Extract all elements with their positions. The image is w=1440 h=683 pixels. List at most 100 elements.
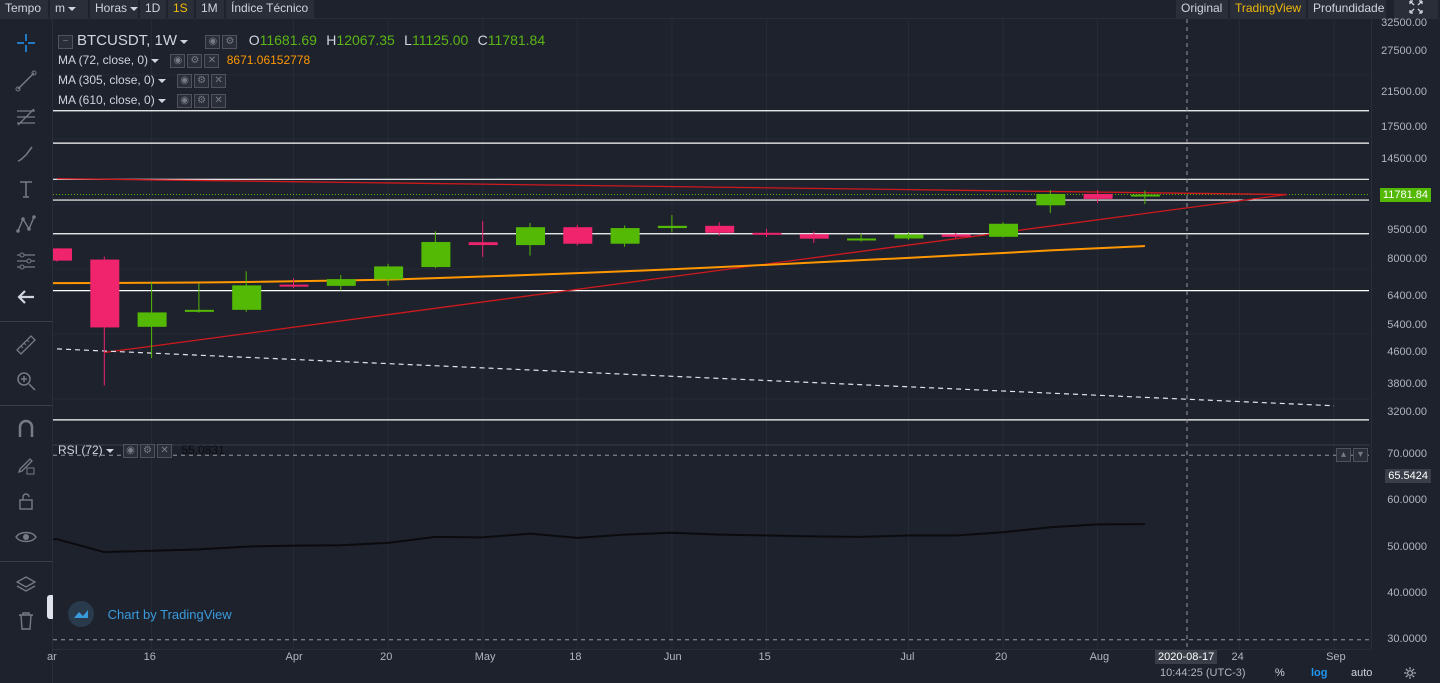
settings-icon[interactable]: ⚙ [194,73,210,88]
rsi-line [53,523,1145,554]
chevron-down-icon[interactable] [157,98,166,103]
chevron-down-icon[interactable] [157,78,166,83]
price-tick-label: 17500.00 [1381,121,1427,134]
topbar-item-2[interactable]: Horas [90,0,139,18]
topbar-view-label: TradingView [1235,1,1302,15]
pattern-icon[interactable] [14,213,38,237]
price-tick-label: 4600.00 [1387,345,1427,358]
eye-icon[interactable]: ◉ [205,34,221,49]
price-tick-label: 3800.00 [1387,377,1427,390]
toolbar-separator [0,321,52,322]
time-axis[interactable]: ar 16 Apr 20 May 18 Jun 15 Jul 20 Aug 24 Sep 2020-08-… [47,649,1370,667]
price-tick-label: 27500.00 [1381,45,1427,58]
topbar-item-label: Índice Técnico [231,1,309,15]
candle-body [563,227,593,244]
ruler-icon[interactable] [14,333,38,357]
settings-icon[interactable]: ⚙ [222,34,238,49]
tradingview-watermark[interactable]: Chart by TradingView [68,601,232,627]
resistance-trendline [56,177,1287,196]
ma72-label[interactable]: MA (72, close, 0) [58,53,149,67]
candle-body [516,227,545,246]
ma305-label[interactable]: MA (305, close, 0) [58,73,155,87]
magnet-icon[interactable] [14,417,38,441]
settings-icon[interactable]: ⚙ [187,53,203,68]
candle-body [374,266,404,280]
close-icon[interactable]: ✕ [211,93,227,108]
open-label: O [248,32,260,48]
back-arrow-icon[interactable] [14,285,38,309]
ma610-legend: MA (610, close, 0) ◉ ⚙ ✕ [58,93,227,108]
fib-retracement-icon[interactable] [14,105,38,129]
candle-body [894,234,924,239]
rsi-tick-label: 30.0000 [1387,632,1427,645]
settings-icon[interactable]: ⚙ [194,93,210,108]
candle-body [90,259,120,328]
chevron-down-icon[interactable] [130,6,139,11]
topbar-view-0[interactable]: Original [1176,0,1228,18]
minimize-pane-icon[interactable]: ▾ [1353,447,1368,462]
settings-icon[interactable]: ⚙ [140,443,156,458]
eye-icon[interactable]: ◉ [123,443,139,458]
time-tick-label: 20 [995,651,1008,663]
high-label: H [326,32,337,48]
topbar-view-2[interactable]: Profundidade [1308,0,1386,18]
chevron-down-icon[interactable] [151,58,160,63]
eye-icon[interactable]: ◉ [177,93,193,108]
symbol-title[interactable]: BTCUSDT, 1W [77,32,178,49]
topbar-item-6[interactable]: Índice Técnico [226,0,314,18]
text-icon[interactable] [14,177,38,201]
price-tick-label: 9500.00 [1387,223,1427,236]
trash-icon[interactable] [14,609,38,633]
drawing-toolbar [0,19,55,683]
stay-in-drawing-mode-icon[interactable] [14,453,38,477]
ma72-value: 8671.06152778 [226,53,311,67]
topbar-item-5[interactable]: 1M [196,0,224,18]
topbar-view-1[interactable]: TradingView [1230,0,1306,18]
candle-body [989,223,1018,237]
maximize-pane-icon[interactable]: ▴ [1336,447,1351,462]
eye-icon[interactable]: ◉ [170,53,186,68]
high-value: 12067.35 [336,32,395,48]
toolbar-collapse-handle[interactable] [47,595,55,619]
topbar-item-1[interactable]: m [50,0,88,18]
time-tick-label: 18 [569,651,582,663]
topbar-item-3[interactable]: 1D [140,0,166,18]
chevron-down-icon[interactable] [105,448,114,453]
chevron-down-icon[interactable] [68,6,76,11]
topbar-item-label: 1S [173,1,188,15]
chart-area[interactable] [53,19,1370,649]
topbar-item-4[interactable]: 1S [168,0,194,18]
brush-icon[interactable] [14,141,38,165]
time-tick-label: 15 [758,651,771,663]
zoom-in-icon[interactable] [14,369,38,393]
prediction-icon[interactable] [14,249,38,273]
rsi-legend: RSI (72) ◉ ⚙ ✕ 55.0831 [58,443,225,458]
fullscreen-icon[interactable] [1394,0,1438,18]
eye-icon[interactable]: ◉ [177,73,193,88]
close-icon[interactable]: ✕ [157,443,173,458]
crosshair-icon[interactable] [14,31,38,55]
layers-icon[interactable] [14,573,38,597]
lock-icon[interactable] [14,489,38,513]
collapse-icon[interactable]: − [58,34,73,49]
trend-line-icon[interactable] [14,69,38,93]
candle-body [752,232,782,235]
close-icon[interactable]: ✕ [204,53,220,68]
chevron-down-icon[interactable] [180,39,189,44]
log-toggle[interactable]: log [1311,667,1328,679]
close-icon[interactable]: ✕ [211,73,227,88]
rsi-label[interactable]: RSI (72) [58,443,103,457]
settings-icon[interactable] [1403,666,1417,683]
price-axis[interactable]: 32500.00 27500.00 21500.00 17500.00 14500.00… [1371,17,1440,649]
toolbar-separator [0,405,52,406]
candle-body [279,284,309,287]
eye-icon[interactable] [14,525,38,549]
percent-toggle[interactable]: % [1275,667,1285,679]
auto-toggle[interactable]: auto [1351,667,1373,679]
ma72-legend: MA (72, close, 0) ◉ ⚙ ✕ 8671.06152778 [58,53,310,68]
topbar-item-0[interactable]: Tempo [0,0,48,18]
time-tick-label: Jun [663,651,682,663]
ma610-label[interactable]: MA (610, close, 0) [58,93,155,107]
rsi-tick-label: 60.0000 [1387,494,1427,507]
price-tick-label: 6400.00 [1387,290,1427,303]
